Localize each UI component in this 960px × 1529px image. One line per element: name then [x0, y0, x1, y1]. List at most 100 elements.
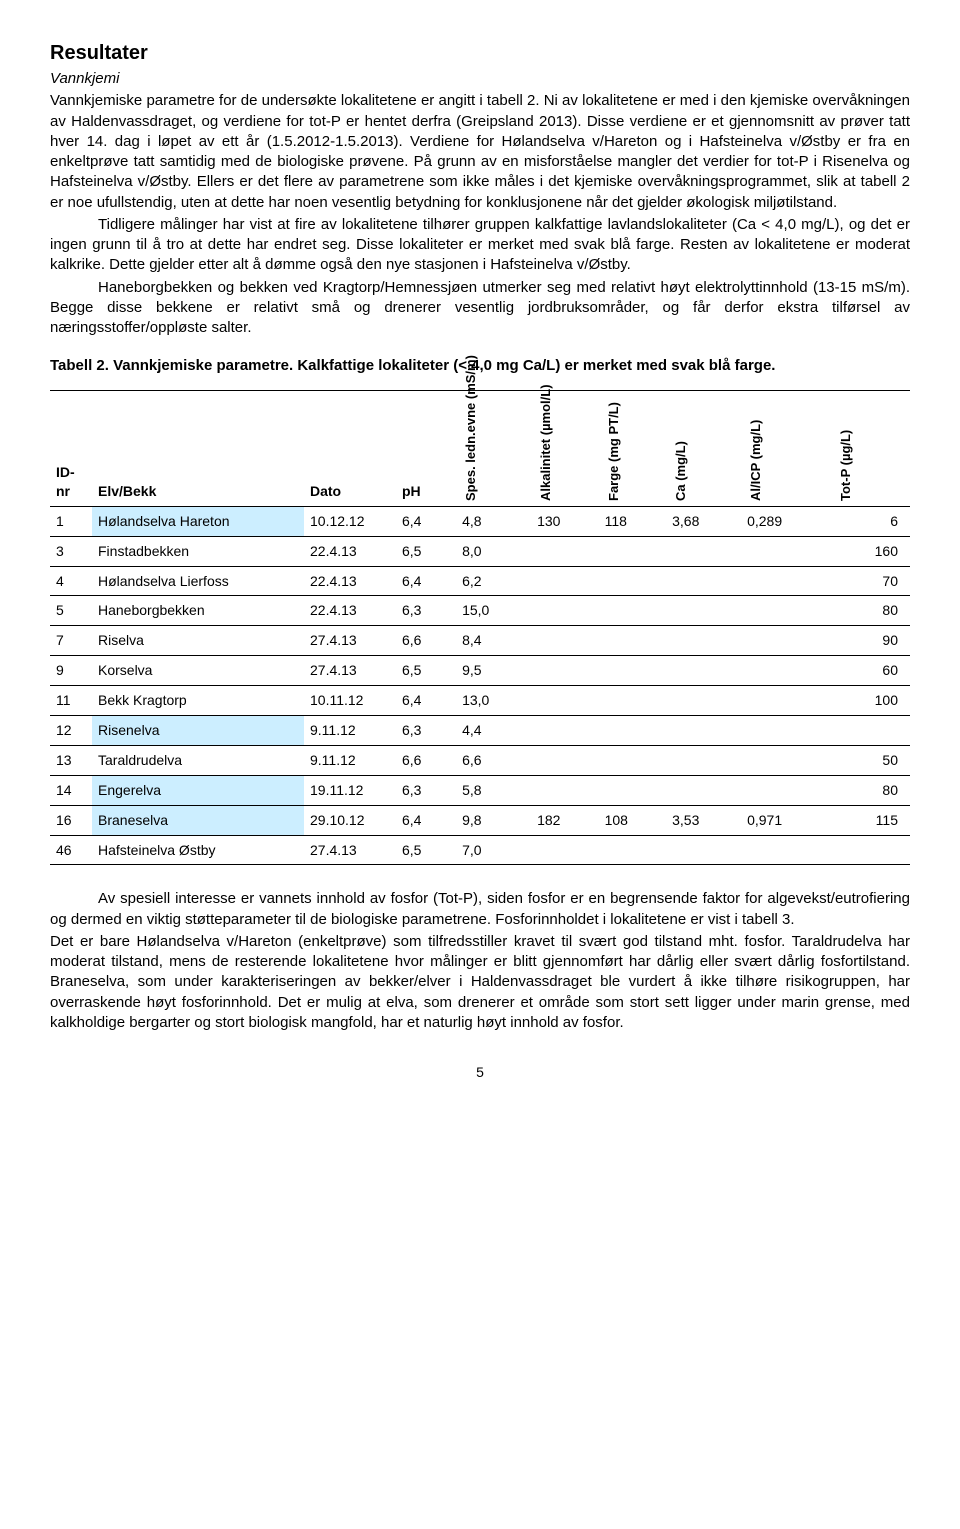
table-row: 12Risenelva9.11.126,34,4	[50, 715, 910, 745]
table-cell	[599, 626, 667, 656]
table-cell	[666, 715, 741, 745]
th-name: Elv/Bekk	[92, 395, 304, 507]
th-al: Al/ICP (mg/L)	[741, 395, 831, 507]
table-cell: 7,0	[456, 835, 531, 865]
th-alk: Alkalinitet (µmol/L)	[531, 395, 599, 507]
table-cell	[531, 626, 599, 656]
table-cell	[741, 835, 831, 865]
table-cell	[741, 566, 831, 596]
table-cell: 6,6	[396, 626, 456, 656]
table-cell	[666, 566, 741, 596]
table-cell: 6,6	[396, 745, 456, 775]
table-row: 14Engerelva19.11.126,35,880	[50, 775, 910, 805]
table-cell: Haneborgbekken	[92, 596, 304, 626]
table-cell: 6,4	[396, 566, 456, 596]
table-cell: 22.4.13	[304, 536, 396, 566]
table-cell	[599, 596, 667, 626]
table-cell	[741, 715, 831, 745]
table-cell: 182	[531, 805, 599, 835]
table-cell: 10.11.12	[304, 686, 396, 716]
table-cell: 90	[831, 626, 910, 656]
table-cell: 160	[831, 536, 910, 566]
table-cell	[741, 536, 831, 566]
table-row: 1Hølandselva Hareton10.12.126,44,8130118…	[50, 506, 910, 536]
table-cell: 4,4	[456, 715, 531, 745]
table-row: 5Haneborgbekken22.4.136,315,080	[50, 596, 910, 626]
table-cell: Hølandselva Hareton	[92, 506, 304, 536]
table-cell	[599, 715, 667, 745]
th-spes: Spes. ledn.evne (mS/m)	[456, 395, 531, 507]
table-cell: 108	[599, 805, 667, 835]
subhead-vannkjemi: Vannkjemi	[50, 69, 910, 89]
table-cell: 6,3	[396, 715, 456, 745]
table-cell: 9	[50, 656, 92, 686]
table-cell: 5,8	[456, 775, 531, 805]
table-cell	[666, 626, 741, 656]
table-cell: 9.11.12	[304, 745, 396, 775]
table-cell	[741, 775, 831, 805]
table-cell	[831, 715, 910, 745]
table-cell: 6,3	[396, 775, 456, 805]
table-cell: 0,971	[741, 805, 831, 835]
table-cell	[599, 536, 667, 566]
table-cell	[666, 656, 741, 686]
table-cell: Taraldrudelva	[92, 745, 304, 775]
table-cell: 12	[50, 715, 92, 745]
paragraph-3: Haneborgbekken og bekken ved Kragtorp/He…	[50, 278, 910, 339]
table-cell: 27.4.13	[304, 626, 396, 656]
table-cell: Riselva	[92, 626, 304, 656]
table-cell: 6	[831, 506, 910, 536]
table-cell	[741, 596, 831, 626]
table-cell	[531, 566, 599, 596]
table-cell: 27.4.13	[304, 835, 396, 865]
table-row: 9Korselva27.4.136,59,560	[50, 656, 910, 686]
page-number: 5	[50, 1063, 910, 1082]
table-cell: 8,0	[456, 536, 531, 566]
table-row: 46Hafsteinelva Østby27.4.136,57,0	[50, 835, 910, 865]
table-cell: Risenelva	[92, 715, 304, 745]
table-cell	[531, 835, 599, 865]
table-cell: 22.4.13	[304, 566, 396, 596]
th-farge: Farge (mg PT/L)	[599, 395, 667, 507]
table-cell	[531, 656, 599, 686]
table-cell: 14	[50, 775, 92, 805]
paragraph-2: Tidligere målinger har vist at fire av l…	[50, 215, 910, 276]
table-cell	[741, 656, 831, 686]
table-cell: 118	[599, 506, 667, 536]
table-cell	[531, 686, 599, 716]
table-2: ID-nr Elv/Bekk Dato pH Spes. ledn.evne (…	[50, 390, 910, 866]
table-cell: 6,2	[456, 566, 531, 596]
table-row: 16Braneselva29.10.126,49,81821083,530,97…	[50, 805, 910, 835]
table-cell: 3	[50, 536, 92, 566]
table-cell	[831, 835, 910, 865]
table-cell	[599, 835, 667, 865]
table-cell: 80	[831, 596, 910, 626]
table-cell: 6,4	[396, 506, 456, 536]
table-cell: 50	[831, 745, 910, 775]
table-row: 7Riselva27.4.136,68,490	[50, 626, 910, 656]
table-cell: Hølandselva Lierfoss	[92, 566, 304, 596]
th-id: ID-nr	[50, 395, 92, 507]
table-cell: 70	[831, 566, 910, 596]
table-cell: 22.4.13	[304, 596, 396, 626]
table-cell: 13	[50, 745, 92, 775]
th-date: Dato	[304, 395, 396, 507]
table-cell: 46	[50, 835, 92, 865]
table-cell	[666, 745, 741, 775]
table-cell: 6,5	[396, 536, 456, 566]
table-cell	[666, 536, 741, 566]
paragraph-1: Vannkjemiske parametre for de undersøkte…	[50, 91, 910, 213]
table-cell: 5	[50, 596, 92, 626]
table-cell: 9,8	[456, 805, 531, 835]
table-cell	[741, 686, 831, 716]
table-cell: 6,5	[396, 656, 456, 686]
table-cell: 130	[531, 506, 599, 536]
table-cell: 16	[50, 805, 92, 835]
table-cell: 13,0	[456, 686, 531, 716]
table-cell: 80	[831, 775, 910, 805]
table-cell: 3,53	[666, 805, 741, 835]
table-cell: 100	[831, 686, 910, 716]
table-cell: 27.4.13	[304, 656, 396, 686]
table-cell	[599, 686, 667, 716]
table-cell: 3,68	[666, 506, 741, 536]
